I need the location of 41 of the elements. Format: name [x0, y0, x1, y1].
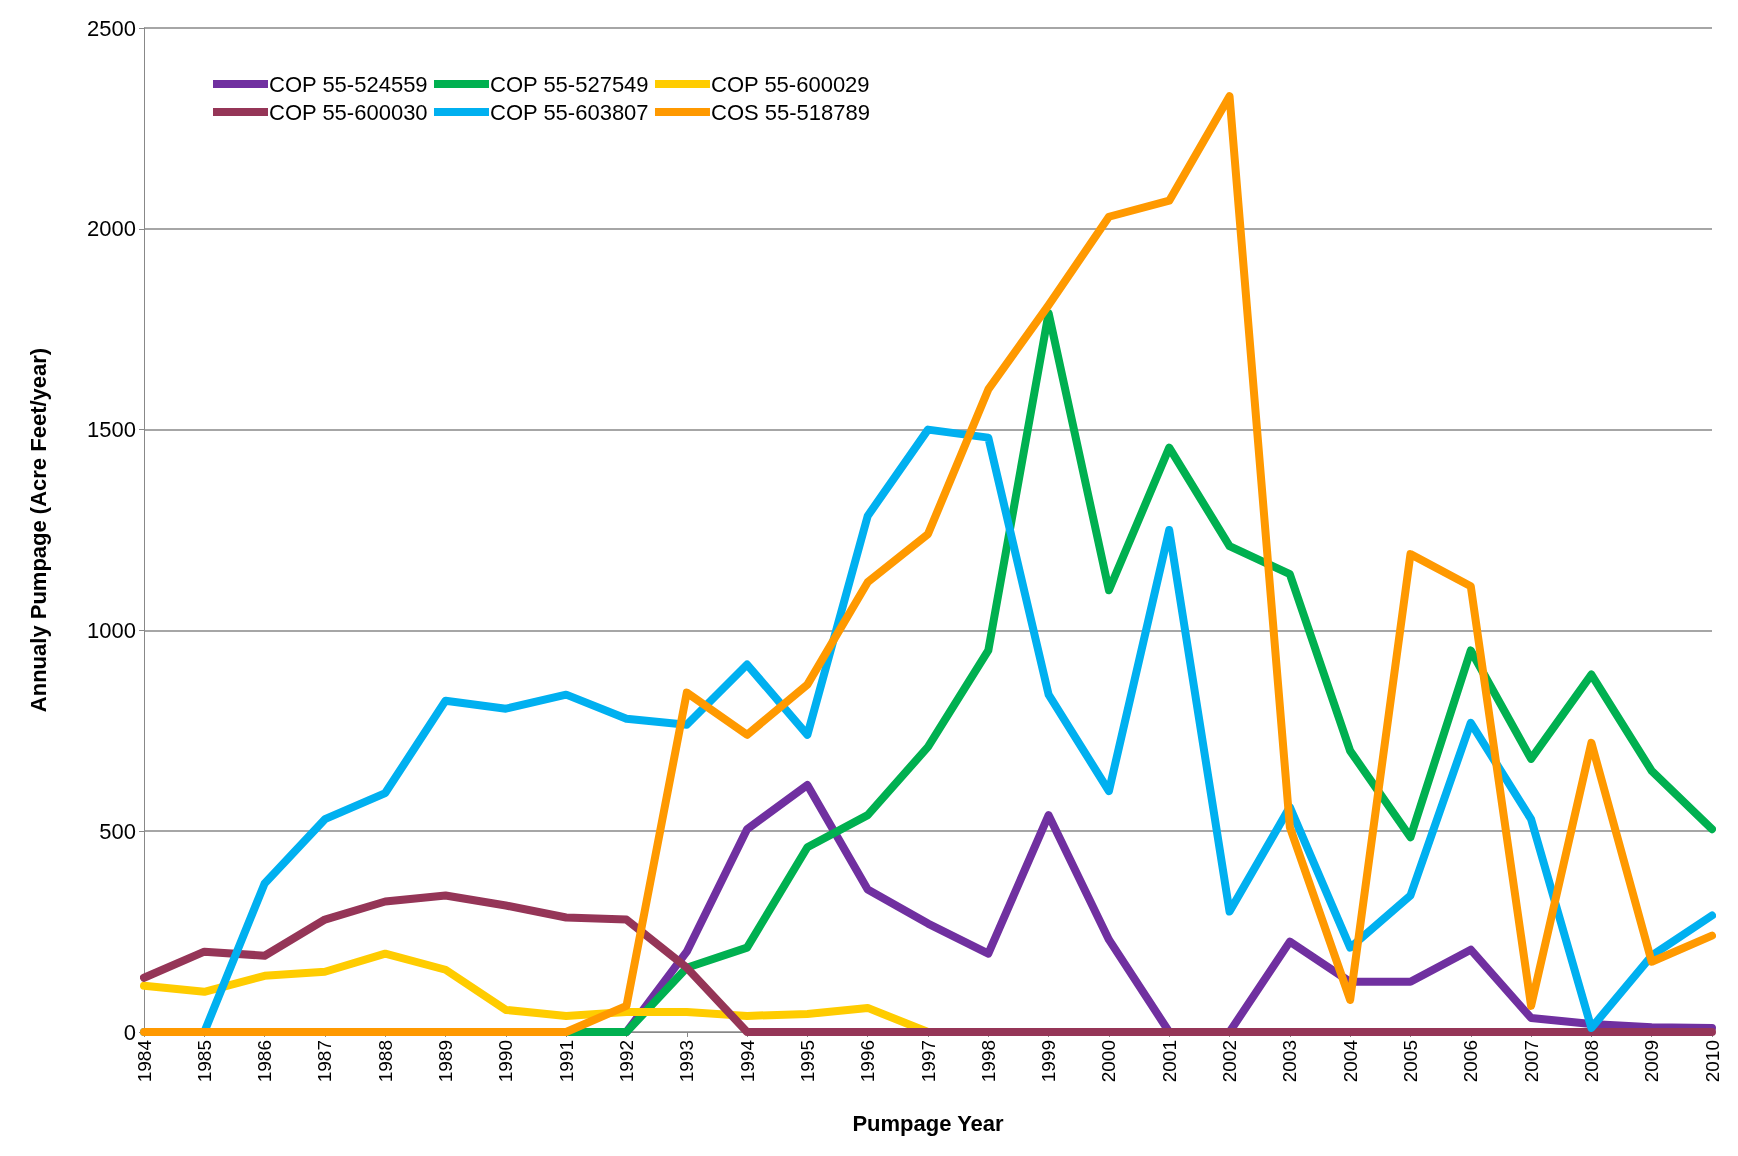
x-tick-label: 1997: [917, 1040, 939, 1083]
y-tick-label: 1000: [87, 617, 136, 643]
y-tick-label: 2000: [87, 216, 136, 242]
x-tick-label: 1987: [314, 1040, 336, 1083]
x-tick-label: 2007: [1520, 1040, 1542, 1083]
x-tick-label: 2004: [1339, 1039, 1361, 1083]
x-tick-label: 1985: [193, 1040, 215, 1083]
x-tick-label: 2008: [1580, 1040, 1602, 1083]
x-tick-label: 1990: [495, 1040, 517, 1083]
y-tick-label: 1500: [87, 417, 136, 443]
x-tick-label: 1984: [133, 1039, 155, 1083]
legend-label: COP 55-527549: [490, 71, 649, 97]
legend-label: COP 55-524559: [269, 71, 428, 97]
legend-label: COP 55-600030: [269, 99, 428, 125]
x-tick-label: 1996: [857, 1040, 879, 1083]
x-tick-label: 2000: [1098, 1040, 1120, 1083]
x-tick-label: 1991: [555, 1040, 577, 1083]
x-tick-label: 2009: [1641, 1040, 1663, 1083]
x-tick-label: 1995: [796, 1040, 818, 1083]
x-tick-label: 2010: [1701, 1040, 1723, 1083]
x-tick-label: 2005: [1399, 1040, 1421, 1083]
x-tick-label: 1992: [615, 1040, 637, 1083]
y-axis-title: Annualy Pumpage (Acre Feet/year): [25, 347, 51, 713]
x-tick-label: 1994: [736, 1039, 758, 1083]
x-tick-label: 1986: [254, 1040, 276, 1083]
x-tick-label: 2001: [1158, 1040, 1180, 1083]
y-tick-label: 500: [99, 818, 136, 844]
x-tick-label: 1999: [1038, 1040, 1060, 1083]
x-tick-label: 1998: [977, 1040, 999, 1083]
x-axis-title: Pumpage Year: [852, 1110, 1005, 1136]
y-tick-label: 2500: [87, 15, 136, 41]
x-tick-label: 1993: [676, 1040, 698, 1083]
legend-label: COP 55-603807: [490, 99, 649, 125]
y-tick-label: 0: [123, 1019, 136, 1045]
x-tick-label: 2002: [1219, 1040, 1241, 1083]
legend-label: COP 55-600029: [710, 71, 870, 97]
x-tick-label: 1988: [374, 1040, 396, 1083]
x-tick-label: 1989: [435, 1040, 457, 1083]
x-tick-label: 2003: [1279, 1040, 1301, 1083]
x-tick-label: 2006: [1460, 1040, 1482, 1083]
legend-label: COS 55-518789: [710, 99, 870, 125]
